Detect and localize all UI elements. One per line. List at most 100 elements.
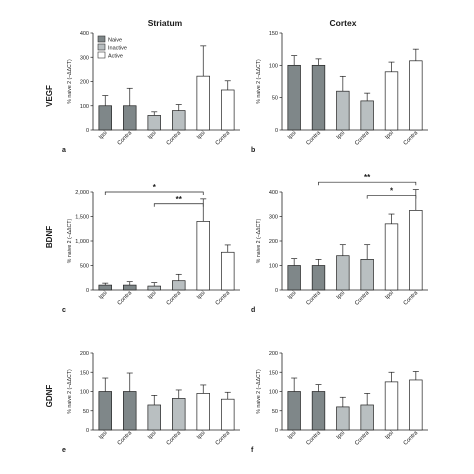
legend-swatch-inactive [97, 43, 106, 51]
panel-c: 0 500 1,000 1,500 2,000 % naive 2 (–ΔΔCT) Ipsi… [62, 183, 240, 314]
row-label-gdnf: GDNF [45, 385, 54, 408]
category-label: Ipsi [336, 430, 347, 441]
panels: 0 100 200 300 400 % naive 2 (–ΔΔCT) Ipsi Contra… [62, 31, 428, 454]
y-tick-label: 100 [269, 63, 278, 69]
legend-label-naive: Naive [108, 38, 122, 44]
category-label: Contra [166, 430, 183, 447]
bar [311, 265, 326, 291]
y-tick-label: 50 [272, 409, 278, 415]
bar [336, 406, 350, 431]
bar [98, 284, 112, 291]
bar [123, 284, 137, 291]
bar [360, 404, 374, 431]
category-label: Ipsi [196, 430, 207, 441]
category-label: Contra [403, 130, 420, 147]
category-label: Ipsi [196, 130, 207, 141]
bar [409, 210, 423, 291]
y-axis-label: % naive 2 (–ΔΔCT) [67, 219, 73, 264]
y-tick-label: 100 [269, 264, 278, 270]
category-label: Ipsi [384, 130, 395, 141]
bar [384, 223, 399, 291]
panel-letter: c [62, 307, 66, 314]
category-label: Contra [354, 130, 371, 147]
y-tick-label: 200 [269, 351, 278, 357]
y-tick-label: 2,000 [75, 190, 89, 196]
y-axis-label: % naive 2 (–ΔΔCT) [67, 369, 73, 414]
column-title-striatum: Striatum [148, 18, 183, 28]
category-label: Ipsi [336, 130, 347, 141]
bar [409, 379, 423, 431]
bar [196, 393, 210, 431]
bar [172, 110, 186, 131]
legend-swatch-naive [97, 35, 106, 43]
panel-f: 0 50 100 150 200 % naive 2 (–ΔΔCT) Ipsi Contra I… [251, 351, 428, 454]
bar [172, 280, 186, 291]
category-label: Ipsi [98, 130, 109, 141]
category-label: Ipsi [384, 430, 395, 441]
y-tick-label: 300 [80, 55, 89, 61]
y-tick-label: 0 [86, 128, 89, 134]
category-label: Contra [117, 130, 134, 147]
category-label: Contra [305, 130, 322, 147]
y-tick-label: 100 [80, 390, 89, 396]
y-tick-label: 1,000 [75, 239, 89, 245]
y-axis-label: % naive 2 (–ΔΔCT) [256, 59, 262, 104]
y-tick-label: 200 [80, 351, 89, 357]
category-label: Ipsi [98, 430, 109, 441]
bar [221, 398, 235, 431]
panel-letter: b [251, 147, 255, 154]
bar [123, 391, 137, 431]
category-label: Contra [215, 130, 232, 147]
bar [360, 100, 374, 131]
y-tick-label: 400 [80, 31, 89, 37]
y-tick-label: 1,500 [75, 215, 89, 221]
bar [336, 255, 350, 291]
y-tick-label: 0 [275, 128, 278, 134]
panel-letter: f [251, 447, 254, 454]
panel-letter: e [62, 447, 66, 454]
bar [384, 381, 399, 431]
bar [287, 391, 301, 431]
bar [147, 285, 161, 291]
bar [287, 265, 301, 291]
panel-letter: d [251, 307, 255, 314]
y-tick-label: 0 [275, 428, 278, 434]
y-tick-label: 50 [83, 409, 89, 415]
y-tick-label: 0 [275, 288, 278, 294]
category-label: Contra [403, 290, 420, 307]
bar [336, 90, 350, 131]
bar [360, 259, 374, 291]
category-label: Ipsi [287, 290, 298, 301]
category-label: Ipsi [147, 290, 158, 301]
row-label-bdnf: BDNF [45, 226, 54, 248]
y-tick-label: 500 [80, 264, 89, 270]
panel-d: 0 100 200 300 400 % naive 2 (–ΔΔCT) Ipsi Contra… [251, 173, 428, 314]
row-label-vegf: VEGF [45, 85, 54, 107]
category-label: Ipsi [287, 430, 298, 441]
category-label: Contra [354, 290, 371, 307]
category-label: Ipsi [196, 290, 207, 301]
bar [221, 251, 235, 291]
significance-bracket [318, 181, 417, 186]
significance-bracket [104, 191, 204, 195]
significance-bracket [153, 203, 204, 207]
category-label: Ipsi [98, 290, 109, 301]
bar [409, 60, 423, 131]
panel-b: 0 50 100 150 % naive 2 (–ΔΔCT) Ipsi Contra Ipsi… [251, 31, 428, 154]
category-label: Contra [305, 430, 322, 447]
bar [147, 115, 161, 131]
y-axis-label: % naive 2 (–ΔΔCT) [67, 59, 73, 104]
y-tick-label: 0 [86, 288, 89, 294]
y-tick-label: 150 [269, 370, 278, 376]
significance-label: ** [364, 173, 371, 182]
y-tick-label: 50 [272, 96, 278, 102]
y-tick-label: 100 [269, 390, 278, 396]
bar [98, 391, 112, 431]
panel-e: 0 50 100 150 200 % naive 2 (–ΔΔCT) Ipsi Contra I… [62, 351, 240, 454]
y-tick-label: 100 [80, 104, 89, 110]
bar [196, 75, 210, 131]
significance-label: ** [176, 195, 183, 204]
bar [98, 105, 112, 131]
category-label: Contra [117, 290, 134, 307]
